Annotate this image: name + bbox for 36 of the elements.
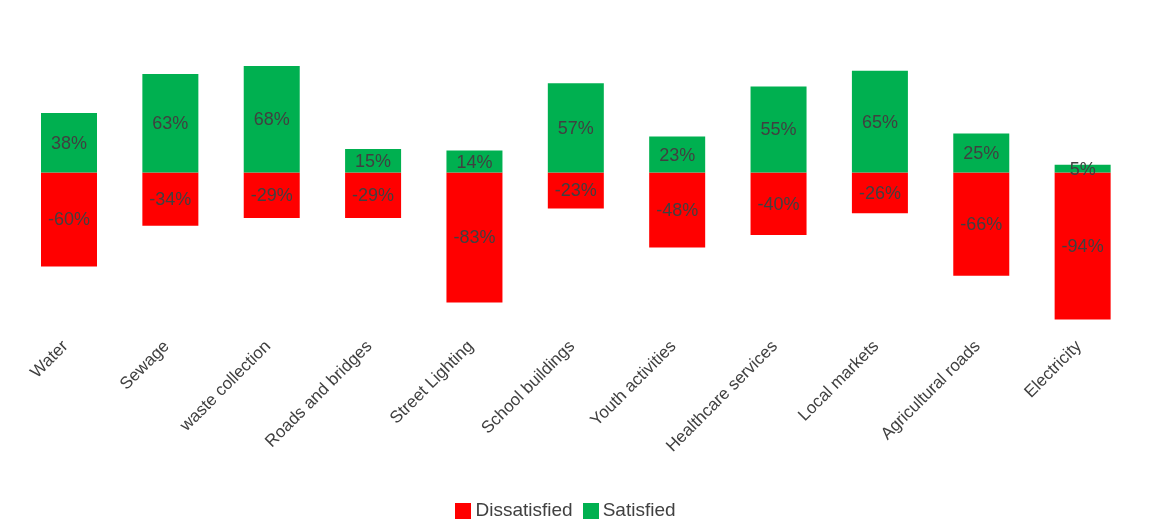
data-label: -29% [250, 185, 293, 206]
data-label: 15% [355, 150, 392, 171]
data-label: -23% [554, 180, 597, 201]
data-label: -66% [960, 214, 1003, 235]
data-label: -26% [858, 182, 901, 203]
data-label: 57% [557, 117, 594, 138]
data-label: -60% [47, 209, 91, 230]
bar [953, 172, 1010, 276]
data-label: -40% [757, 193, 800, 214]
data-label: -29% [352, 185, 395, 206]
data-label: -94% [1061, 236, 1104, 257]
data-label: 63% [152, 113, 189, 134]
bar [41, 172, 97, 267]
data-label: -83% [453, 227, 496, 248]
data-label: 23% [659, 144, 696, 165]
bar [142, 73, 199, 173]
data-label: 68% [253, 109, 290, 130]
legend-label: Dissatisfied [475, 499, 573, 520]
bar [41, 113, 97, 173]
bar [953, 133, 1010, 173]
data-label: 25% [963, 142, 1000, 163]
data-label: 38% [50, 132, 88, 153]
data-label: 65% [861, 111, 898, 132]
data-label: -48% [656, 200, 699, 221]
bar [750, 86, 807, 173]
data-label: -34% [149, 189, 192, 210]
bar [547, 83, 604, 173]
bar [446, 172, 503, 303]
legend-label: Satisfied [602, 499, 676, 520]
bar [243, 66, 300, 173]
bar [142, 172, 199, 226]
data-label: 55% [760, 119, 797, 140]
data-label: 14% [456, 151, 493, 172]
bar [649, 172, 706, 248]
bar [851, 70, 908, 173]
bar [750, 172, 807, 236]
